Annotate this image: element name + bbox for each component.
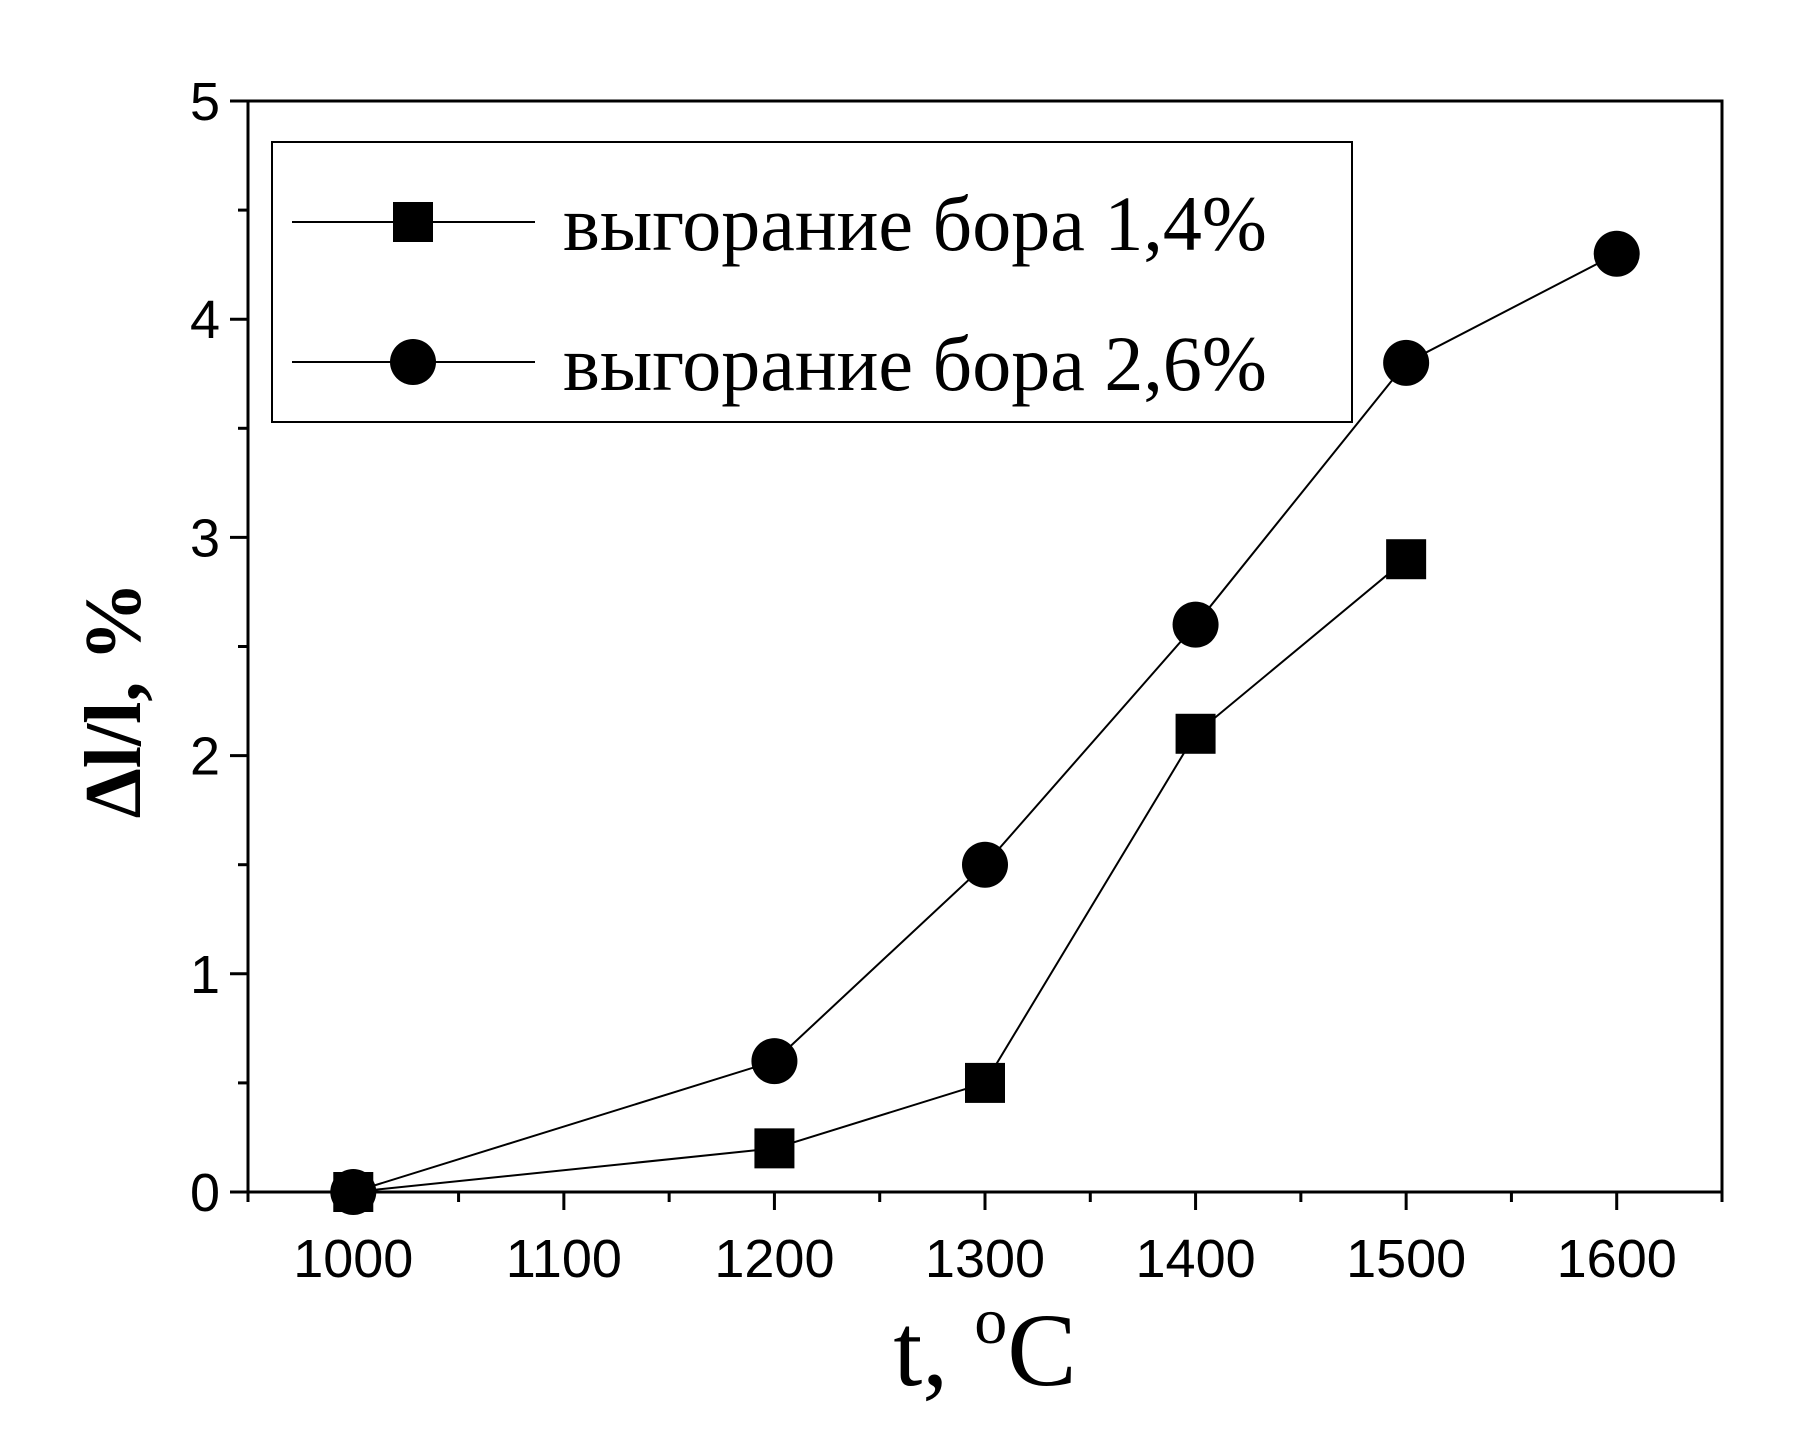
y-tick-label: 5 [190, 72, 220, 132]
y-tick-label: 1 [190, 945, 220, 1005]
y-tick-label: 3 [190, 508, 220, 568]
legend-label: выгорание бора 1,4% [563, 180, 1267, 267]
data-point-circle [751, 1038, 798, 1085]
legend-box [271, 141, 1353, 423]
data-point-circle [1172, 601, 1219, 648]
x-tick-label: 1600 [1557, 1229, 1677, 1289]
x-axis-title: t, oC [893, 1285, 1076, 1408]
axes: 1000 1100 1200 1300 1400 1500 1600 0 1 2 3 4 5 [190, 72, 1724, 1289]
legend-item: выгорание бора 2,6% [292, 320, 1267, 407]
series-1 [333, 539, 1427, 1212]
data-point-circle [330, 1169, 377, 1215]
y-axis-title: Δl/l, % [70, 582, 158, 819]
x-tick-label: 1000 [293, 1229, 413, 1289]
data-point-circle [962, 841, 1008, 888]
y-tick-label: 2 [190, 727, 220, 787]
legend-marker-square [393, 202, 433, 242]
data-point-square [1386, 539, 1427, 580]
data-point-square [1175, 713, 1216, 754]
x-tick-label: 1400 [1136, 1229, 1256, 1289]
legend-label: выгорание бора 2,6% [563, 320, 1267, 407]
x-tick-label: 1300 [925, 1229, 1045, 1289]
y-tick-label: 0 [190, 1163, 220, 1223]
series-group [330, 230, 1640, 1215]
x-tick-label: 1100 [506, 1229, 622, 1289]
legend-item: выгорание бора 1,4% [292, 180, 1267, 267]
x-tick-label: 1500 [1346, 1229, 1466, 1289]
legend-marker-circle [390, 339, 436, 385]
data-point-circle [1383, 339, 1430, 386]
y-tick-label: 4 [190, 290, 220, 350]
series-2 [330, 230, 1640, 1215]
data-point-circle [1593, 230, 1640, 277]
data-point-square [965, 1062, 1005, 1103]
legend: выгорание бора 1,4% выгорание бора 2,6% [271, 141, 1353, 423]
x-tick-label: 1200 [714, 1229, 834, 1289]
data-point-square [754, 1128, 795, 1169]
series-line [352, 252, 1618, 1193]
series-line [353, 558, 1407, 1193]
